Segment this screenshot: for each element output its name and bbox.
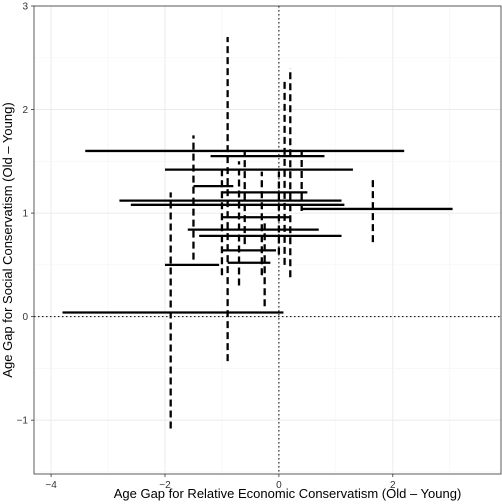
y-tick-label: 0 xyxy=(22,312,28,323)
error-bars xyxy=(62,37,453,429)
y-tick-label: 1 xyxy=(22,209,28,220)
grid xyxy=(34,5,501,474)
x-tick-label: −4 xyxy=(45,480,57,491)
x-tick-label: −2 xyxy=(159,480,171,491)
y-axis-title: Age Gap for Social Conservatism (Old – Y… xyxy=(0,102,15,377)
y-tick-label: 2 xyxy=(22,105,28,116)
axes: −4 −2 0 2 −1 0 1 2 3 xyxy=(17,2,502,491)
x-tick-label: 2 xyxy=(390,480,396,491)
y-tick-label: −1 xyxy=(17,416,29,427)
reference-lines xyxy=(34,6,501,474)
y-tick-label: 3 xyxy=(22,2,28,13)
x-tick-label: 0 xyxy=(276,480,282,491)
panel-border xyxy=(33,5,502,475)
x-axis-title: Age Gap for Relative Economic Conservati… xyxy=(114,486,462,501)
